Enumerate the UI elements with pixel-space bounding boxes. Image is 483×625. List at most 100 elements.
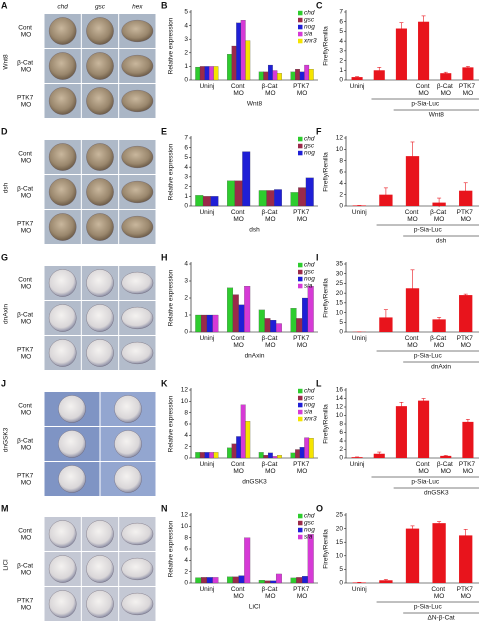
error-bar	[377, 451, 382, 456]
bar	[213, 452, 219, 459]
x-axis-label: dnAxin	[245, 353, 265, 360]
y-axis-label: Firefly/Renilla	[323, 152, 330, 192]
bar	[267, 64, 273, 81]
x-tick-label: β-Cat MO	[261, 335, 279, 349]
x-tick-label: β-Cat MO	[430, 209, 448, 223]
row-label: PTK7 MO	[17, 94, 35, 108]
y-tick-label: 4	[339, 38, 343, 45]
bar	[462, 67, 474, 80]
side-label: dnAxin	[3, 304, 10, 324]
y-tick-label: 1	[184, 312, 188, 319]
error-bar	[443, 455, 448, 457]
row-label: β-Cat MO	[17, 59, 35, 73]
y-tick-label: 12	[181, 512, 189, 519]
bar	[201, 314, 207, 333]
error-bar	[465, 419, 470, 425]
bar	[210, 196, 219, 207]
x-tick-label: Uninj	[199, 586, 214, 593]
embryo	[86, 520, 114, 548]
y-axis-label: Firefly/Renilla	[323, 278, 330, 318]
embryo	[121, 522, 154, 546]
y-axis-label: Relative expression	[168, 143, 175, 200]
legend-swatch	[298, 143, 303, 149]
bar	[212, 577, 219, 584]
y-tick-label: 0	[339, 329, 343, 336]
y-tick-label: 10	[336, 146, 344, 153]
y-tick-label: 6	[339, 18, 343, 25]
treatment-label: p-Sia-Luc	[414, 353, 443, 360]
y-axis-label: Relative expression	[168, 520, 175, 577]
row-label: Cont MO	[18, 150, 34, 164]
y-tick-label: 12	[181, 387, 189, 394]
x-tick-label: Cont MO	[231, 461, 247, 475]
x-tick-label: PTK7 MO	[293, 335, 311, 349]
y-tick-label: 5	[339, 319, 343, 326]
legend-label: xnr3	[303, 38, 317, 45]
embryo	[48, 520, 77, 548]
x-tick-label: Cont MO	[405, 209, 421, 223]
y-tick-label: 2	[339, 191, 343, 198]
legend-swatch	[298, 31, 303, 37]
legend-label: chd	[304, 136, 315, 143]
row-label: PTK7 MO	[17, 346, 35, 360]
bar	[290, 192, 299, 207]
bar	[234, 180, 243, 207]
legend-label: gsc	[304, 143, 315, 150]
legend-swatch	[298, 409, 303, 415]
bar	[395, 28, 407, 80]
x-axis-label: dsh	[249, 227, 260, 234]
row-label: β-Cat MO	[17, 311, 35, 325]
embryo	[48, 590, 77, 618]
bar	[195, 314, 202, 333]
embryo	[48, 269, 77, 297]
embryo	[48, 143, 77, 171]
legend-label: sia	[304, 409, 313, 416]
bar	[395, 406, 407, 458]
panel-letter: E	[161, 126, 167, 136]
y-tick-label: 20	[336, 525, 344, 532]
y-tick-label: 4	[184, 557, 188, 564]
bar	[238, 575, 245, 584]
y-tick-label: 4	[184, 164, 188, 171]
y-tick-label: 0	[184, 77, 188, 84]
treatment-label: dnGSK3	[424, 490, 449, 497]
y-tick-label: 25	[336, 280, 344, 287]
row-label: β-Cat MO	[17, 185, 35, 199]
bar	[238, 304, 245, 333]
y-tick-label: 5	[339, 28, 343, 35]
y-tick-label: 6	[339, 429, 343, 436]
embryo	[86, 590, 114, 618]
y-tick-label: 4	[339, 438, 343, 445]
legend-label: chd	[304, 262, 315, 269]
bar	[459, 535, 473, 583]
bar	[272, 70, 278, 81]
embryo	[48, 87, 77, 115]
y-tick-label: 12	[336, 404, 344, 411]
row-label: β-Cat MO	[17, 562, 35, 576]
legend-swatch	[298, 136, 303, 142]
embryo	[48, 178, 77, 206]
bar	[227, 447, 232, 459]
legend-swatch	[298, 527, 303, 533]
embryo	[121, 19, 154, 43]
embryo	[48, 52, 77, 80]
x-axis-label: Wnt8	[247, 101, 263, 108]
error-bar	[463, 529, 468, 542]
x-tick-label: Uninj	[352, 586, 367, 593]
panel-letter: D	[1, 126, 8, 136]
bar	[296, 318, 303, 333]
x-tick-label: PTK7 MO	[459, 83, 477, 97]
x-tick-label: PTK7 MO	[457, 209, 475, 223]
bar	[258, 309, 265, 333]
embryo	[86, 555, 114, 583]
panel-letter: M	[1, 503, 9, 513]
legend-swatch	[298, 283, 303, 289]
legend-swatch	[298, 24, 303, 30]
y-tick-label: 10	[181, 523, 189, 530]
y-tick-label: 30	[336, 270, 344, 277]
y-tick-label: 3	[184, 278, 188, 285]
y-tick-label: 0	[184, 329, 188, 336]
bar	[295, 449, 300, 459]
row-label: Cont MO	[18, 24, 34, 38]
y-tick-label: 8	[184, 534, 188, 541]
